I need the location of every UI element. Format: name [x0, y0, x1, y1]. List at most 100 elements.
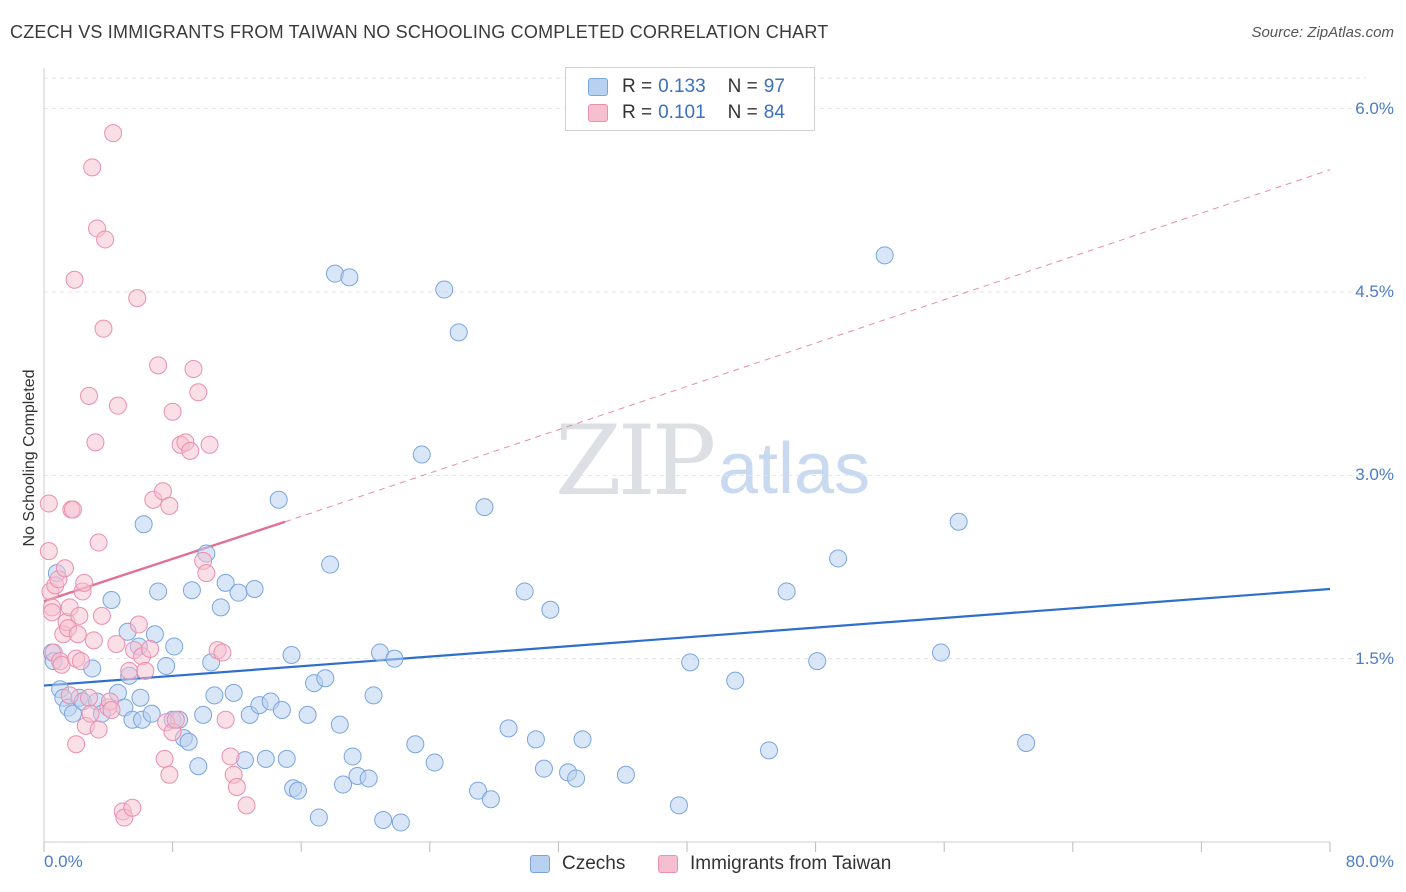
taiwan-point — [80, 386, 99, 405]
taiwan-point — [107, 635, 126, 653]
legend-item-czechs[interactable]: Czechs — [530, 853, 625, 875]
taiwan-point — [141, 639, 160, 658]
n-value: 97 — [763, 76, 785, 97]
taiwan-point — [70, 606, 89, 625]
czech-point — [277, 749, 296, 768]
czech-point — [541, 600, 560, 619]
taiwan-point — [200, 435, 219, 454]
trend-lines — [43, 169, 1331, 687]
taiwan-point — [63, 500, 82, 519]
czech-point — [515, 582, 534, 601]
taiwan-trend-extension — [284, 169, 1331, 523]
czech-point — [149, 582, 168, 601]
taiwan-point — [65, 270, 84, 289]
czech-point — [481, 790, 500, 809]
czech-point — [194, 705, 213, 724]
czech-point — [343, 747, 362, 766]
taiwan-point — [75, 573, 94, 592]
taiwan-point — [108, 396, 127, 415]
n-label: N = — [727, 76, 758, 97]
czech-point — [211, 598, 230, 617]
czech-point — [808, 652, 827, 671]
czech-point — [949, 512, 968, 531]
taiwan-point — [120, 661, 139, 680]
y-tick-label: 6.0% — [1355, 98, 1394, 118]
czech-point — [777, 582, 796, 601]
series-legend: Czechs Immigrants from Taiwan — [0, 853, 1406, 877]
taiwan-point — [149, 356, 168, 375]
taiwan-point — [86, 433, 105, 452]
taiwan-point — [155, 749, 174, 768]
taiwan-point — [39, 542, 58, 561]
y-tick-label: 3.0% — [1355, 465, 1394, 485]
y-tick-label: 4.5% — [1355, 282, 1394, 301]
czech-point — [385, 649, 404, 668]
czech-point — [333, 775, 352, 794]
legend-label-taiwan: Immigrants from Taiwan — [690, 853, 892, 874]
taiwan-point — [136, 661, 155, 680]
taiwan-point — [221, 747, 240, 766]
czech-point — [681, 653, 700, 672]
taiwan-point — [104, 124, 123, 143]
czech-point — [282, 646, 301, 664]
taiwan-point — [83, 158, 102, 177]
czech-point — [931, 643, 950, 662]
czech-swatch — [530, 855, 550, 873]
czech-point — [759, 741, 778, 760]
taiwan-point — [84, 631, 103, 650]
czech-point — [205, 686, 224, 705]
czech-point — [269, 490, 288, 509]
czech-point — [224, 683, 243, 702]
taiwan-point — [39, 494, 58, 513]
czech-swatch — [588, 78, 608, 96]
taiwan-point — [92, 606, 111, 625]
legend-item-taiwan[interactable]: Immigrants from Taiwan — [658, 853, 891, 875]
czech-point — [499, 719, 518, 738]
czech-trend-line — [43, 587, 1331, 687]
czech-point — [534, 759, 553, 778]
czech-point — [374, 811, 393, 829]
taiwan-point — [184, 360, 203, 378]
czech-point — [179, 732, 198, 751]
czech-point — [567, 769, 586, 788]
data-points — [39, 124, 1036, 832]
taiwan-point — [60, 686, 79, 705]
czech-point — [391, 813, 410, 832]
taiwan-point — [89, 720, 108, 739]
taiwan-point — [163, 402, 182, 421]
n-value: 84 — [763, 102, 785, 123]
czech-point — [726, 671, 745, 690]
czech-point — [256, 749, 275, 768]
czech-point — [309, 808, 328, 827]
taiwan-point — [166, 710, 185, 729]
czech-point — [526, 730, 545, 749]
czech-point — [475, 498, 494, 517]
czech-point — [875, 246, 894, 265]
czech-point — [142, 704, 161, 723]
stats-legend-czechs: R = 0.133 N = 97 — [588, 75, 785, 99]
source-label: Source: ZipAtlas.com — [1251, 24, 1394, 41]
czech-point — [298, 705, 317, 724]
taiwan-point — [80, 688, 99, 707]
czech-point — [316, 669, 335, 688]
czech-point — [412, 445, 431, 464]
taiwan-point — [160, 765, 179, 784]
taiwan-point — [189, 383, 208, 402]
czech-point — [340, 268, 359, 287]
czech-point — [63, 704, 82, 723]
taiwan-point — [213, 643, 232, 662]
y-axis-label: No Schooling Completed — [21, 369, 38, 547]
r-label: R = — [622, 76, 653, 97]
watermark-atlas: atlas — [718, 429, 871, 509]
stats-legend-taiwan: R = 0.101 N = 84 — [588, 101, 785, 125]
czech-point — [364, 686, 383, 705]
taiwan-swatch — [588, 104, 608, 122]
czech-point — [157, 657, 176, 675]
taiwan-point — [89, 533, 108, 552]
czech-point — [573, 730, 592, 749]
gridlines — [44, 77, 1366, 660]
czech-point — [321, 555, 340, 574]
taiwan-point — [123, 798, 142, 817]
czech-point — [288, 781, 307, 800]
taiwan-point — [55, 559, 74, 578]
